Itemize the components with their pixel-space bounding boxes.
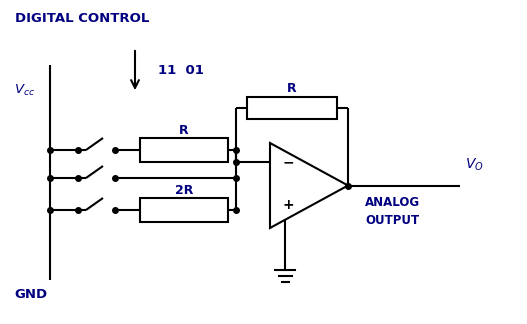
Text: OUTPUT: OUTPUT — [365, 214, 419, 226]
Polygon shape — [270, 143, 348, 228]
Text: $V_{cc}$: $V_{cc}$ — [14, 82, 35, 98]
Text: 11  01: 11 01 — [158, 64, 204, 76]
Text: DIGITAL CONTROL: DIGITAL CONTROL — [15, 11, 149, 25]
Text: ANALOG: ANALOG — [365, 195, 420, 209]
Text: R: R — [287, 83, 297, 96]
Text: $V_O$: $V_O$ — [465, 157, 484, 173]
Text: GND: GND — [14, 288, 47, 302]
Text: −: − — [282, 155, 294, 169]
Bar — [140, 138, 228, 162]
Text: 2R: 2R — [175, 183, 193, 196]
Text: R: R — [179, 123, 189, 136]
Bar — [140, 198, 228, 222]
Text: +: + — [282, 198, 294, 212]
Bar — [247, 97, 337, 119]
